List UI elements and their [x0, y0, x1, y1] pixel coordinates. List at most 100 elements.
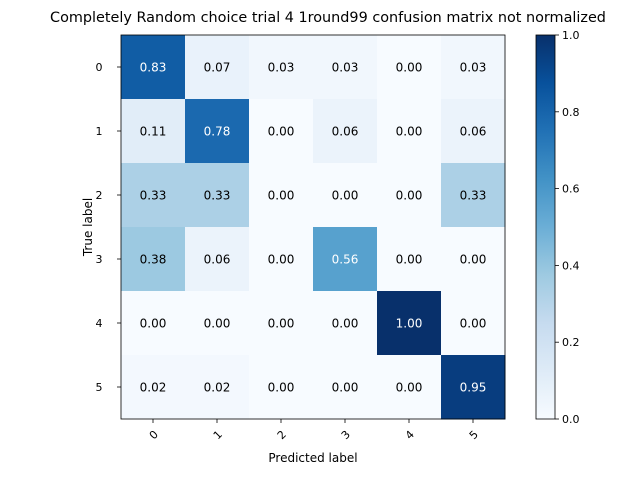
cell-value-label: 0.00 [396, 189, 423, 203]
colorbar-tick-label: 0.2 [562, 336, 580, 349]
cell-value-label: 0.00 [396, 381, 423, 395]
heatmap-cell [185, 227, 250, 292]
colorbar-ticks: 0.0 0.2 0.4 0.6 0.8 1.0 [555, 29, 580, 426]
heatmap-cell [121, 355, 186, 420]
cell-value-label: 0.38 [140, 253, 167, 267]
colorbar [535, 34, 556, 420]
y-tick-label: 3 [96, 253, 103, 266]
heatmap-cell [121, 163, 186, 228]
x-tick-label: 0 [147, 428, 161, 442]
heatmap-cell [121, 99, 186, 164]
heatmap-cell [313, 227, 378, 292]
colorbar-tick-label: 0.4 [562, 259, 580, 272]
heatmap-cell [313, 163, 378, 228]
y-tick-label: 5 [96, 381, 103, 394]
heatmap-cell [249, 355, 314, 420]
cell-value-label: 0.00 [268, 125, 295, 139]
cell-value-label: 0.00 [268, 317, 295, 331]
cell-value-label: 0.00 [332, 317, 359, 331]
cell-value-label: 0.00 [396, 253, 423, 267]
colorbar-tick-label: 0.0 [562, 413, 580, 426]
cell-value-label: 0.83 [140, 61, 167, 75]
cell-value-label: 0.00 [396, 61, 423, 75]
heatmap-cell [377, 227, 442, 292]
heatmap-cell [249, 35, 314, 100]
cell-value-label: 0.02 [204, 381, 231, 395]
heatmap-cell [441, 291, 506, 356]
colorbar-tick-label: 1.0 [562, 29, 580, 42]
y-axis-label: True label [81, 198, 95, 257]
heatmap-cell [377, 355, 442, 420]
heatmap-cell [441, 227, 506, 292]
cell-value-label: 0.33 [460, 189, 487, 203]
x-tick-label: 5 [467, 428, 481, 442]
heatmap-cell [185, 35, 250, 100]
heatmap-cell [377, 291, 442, 356]
heatmap-cell [313, 291, 378, 356]
cell-value-label: 0.07 [204, 61, 231, 75]
cell-value-label: 0.06 [460, 125, 487, 139]
cell-value-label: 0.00 [268, 253, 295, 267]
cell-value-label: 0.00 [332, 189, 359, 203]
heatmap-cell [249, 99, 314, 164]
colorbar-tick-label: 0.8 [562, 106, 580, 119]
cell-value-label: 0.56 [332, 253, 359, 267]
colorbar-tick-label: 0.6 [562, 183, 580, 196]
chart-title: Completely Random choice trial 4 1round9… [50, 10, 606, 26]
heatmap-cell [441, 99, 506, 164]
cell-value-label: 0.00 [460, 253, 487, 267]
y-tick-label: 0 [96, 61, 103, 74]
heatmap-cell [185, 163, 250, 228]
cell-value-label: 0.33 [204, 189, 231, 203]
cell-value-label: 0.03 [268, 61, 295, 75]
y-tick-label: 2 [96, 189, 103, 202]
plot-frame [120, 34, 506, 420]
cell-value-label: 0.00 [332, 381, 359, 395]
heatmap-cell [441, 355, 506, 420]
heatmap-cell [121, 227, 186, 292]
cell-value-label: 0.00 [140, 317, 167, 331]
heatmap-cell [313, 35, 378, 100]
heatmap-cell [441, 163, 506, 228]
heatmap-cell [249, 227, 314, 292]
cell-value-label: 1.00 [396, 317, 423, 331]
heatmap-cell [121, 291, 186, 356]
x-axis-label: Predicted label [268, 451, 357, 465]
cell-value-label: 0.06 [204, 253, 231, 267]
cell-value-label: 0.00 [204, 317, 231, 331]
heatmap-cell [185, 291, 250, 356]
x-tick-label: 4 [403, 428, 417, 442]
x-tick-label: 1 [211, 428, 225, 442]
y-tick-label: 4 [96, 317, 103, 330]
cell-value-label: 0.03 [460, 61, 487, 75]
heatmap-cell [121, 35, 186, 100]
heatmap-cells [121, 35, 506, 420]
heatmap-cell [313, 99, 378, 164]
y-tick-label: 1 [96, 125, 103, 138]
heatmap-cell [185, 355, 250, 420]
cell-value-label: 0.95 [460, 381, 487, 395]
cell-value-label: 0.00 [268, 189, 295, 203]
x-axis-ticks: 0 1 2 3 4 5 [147, 419, 481, 442]
x-tick-label: 3 [339, 428, 353, 442]
heatmap-cell [377, 163, 442, 228]
heatmap-cell [441, 35, 506, 100]
cell-value-label: 0.78 [204, 125, 231, 139]
y-axis-ticks: 0 1 2 3 4 5 [96, 61, 121, 394]
heatmap-cell [313, 355, 378, 420]
cell-value-label: 0.00 [268, 381, 295, 395]
heatmap-cell [185, 99, 250, 164]
cell-value-labels: 0.83 0.07 0.03 0.03 0.00 0.03 0.11 0.78 0.00 0.06… [140, 61, 487, 395]
heatmap-cell [249, 163, 314, 228]
cell-value-label: 0.06 [332, 125, 359, 139]
cell-value-label: 0.33 [140, 189, 167, 203]
cell-value-label: 0.02 [140, 381, 167, 395]
cell-value-label: 0.03 [332, 61, 359, 75]
x-tick-label: 2 [275, 428, 289, 442]
cell-value-label: 0.00 [460, 317, 487, 331]
cell-value-label: 0.00 [396, 125, 423, 139]
heatmap-cell [249, 291, 314, 356]
cell-value-label: 0.11 [140, 125, 167, 139]
heatmap-cell [377, 99, 442, 164]
